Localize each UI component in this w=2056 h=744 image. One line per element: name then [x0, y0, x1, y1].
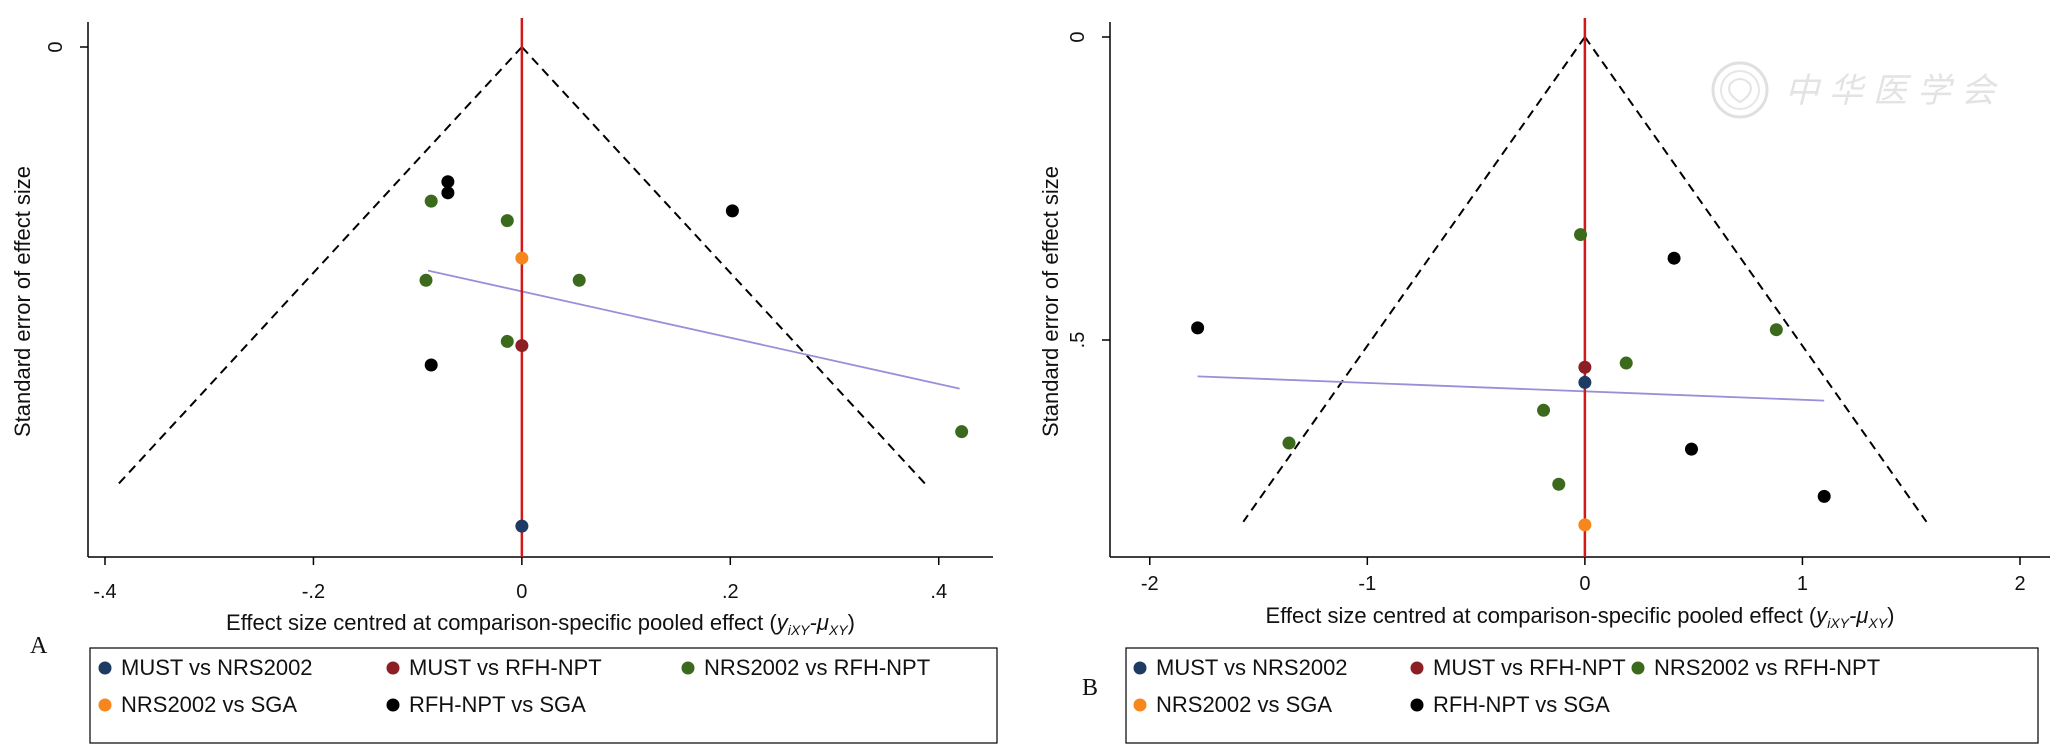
panel-b-legend-box [1125, 647, 2039, 744]
panel-a-x-tick-label: 0 [516, 581, 527, 603]
panel-a-x-axis-title: Effect size centred at comparison-specif… [226, 610, 855, 638]
watermark-text: 中华医学会 [1785, 73, 2005, 110]
panel-a-legend-box [89, 647, 998, 744]
panel-b-point-rfh-npt-vs-sga [1817, 489, 1831, 503]
panel-a-funnel-right-line [521, 46, 930, 488]
panel-a-legend-label-rfh-npt-vs-sga: RFH-NPT vs SGA [409, 692, 586, 717]
panel-b-point-nrs2002-vs-sga [1578, 518, 1592, 532]
panel-b-legend-label-nrs2002-vs-rfh-npt: NRS2002 vs RFH-NPT [1654, 655, 1880, 680]
panel-b-legend-label-rfh-npt-vs-sga: RFH-NPT vs SGA [1433, 692, 1610, 717]
panel-b-point-rfh-npt-vs-sga [1191, 321, 1205, 335]
panel-b-y-axis-title: Standard error of effect size [1038, 166, 1063, 437]
panel-b-y-tick-label: 0 [1067, 31, 1089, 42]
panel-b-legend-label-must-vs-nrs2002: MUST vs NRS2002 [1156, 655, 1348, 680]
panel-a-point-must-vs-rfh-npt [515, 339, 529, 353]
panel-b-x-tick-label: 2 [2014, 573, 2025, 595]
panel-a-legend-marker-rfh-npt-vs-sga [386, 698, 400, 712]
panel-b-legend-marker-nrs2002-vs-rfh-npt [1631, 661, 1645, 675]
panel-b-x-axis-title: Effect size centred at comparison-specif… [1266, 603, 1895, 631]
panel-a-funnel-plot: -.4 -.2 0 .2 .4 0 Standard error of effect siz… [10, 18, 998, 744]
panel-a-legend-marker-nrs2002-vs-sga [98, 698, 112, 712]
panel-b-legend-label-nrs2002-vs-sga: NRS2002 vs SGA [1156, 692, 1332, 717]
panel-b-point-nrs2002-vs-rfh-npt [1574, 228, 1588, 242]
panel-b-point-nrs2002-vs-rfh-npt [1282, 436, 1296, 450]
panel-b-regression-line [1197, 375, 1825, 402]
panel-b-funnel-right-line [1584, 36, 1928, 523]
panel-a-x-tick-label: -.4 [93, 581, 116, 603]
panel-b-x-tick-label: 0 [1579, 573, 1590, 595]
panel-a-regression-line [427, 269, 960, 390]
panel-a-point-nrs2002-vs-rfh-npt [419, 273, 433, 287]
panel-a-point-rfh-npt-vs-sga [725, 204, 739, 218]
panel-a-point-rfh-npt-vs-sga [441, 186, 455, 200]
panel-b-legend-label-must-vs-rfh-npt: MUST vs RFH-NPT [1433, 655, 1626, 680]
panel-a-point-nrs2002-vs-rfh-npt [572, 273, 586, 287]
panel-b-point-must-vs-rfh-npt [1578, 360, 1592, 374]
panel-a-panel-letter: A [30, 633, 48, 659]
panel-b-x-tick-label: -1 [1358, 573, 1376, 595]
panel-a-point-nrs2002-vs-rfh-npt [500, 214, 514, 228]
panel-b-funnel-left-line [1242, 36, 1586, 523]
panel-a-point-rfh-npt-vs-sga [424, 358, 438, 372]
panel-b-point-must-vs-nrs2002 [1578, 375, 1592, 389]
panel-b-point-nrs2002-vs-rfh-npt [1769, 323, 1783, 337]
panel-a-legend-label-nrs2002-vs-rfh-npt: NRS2002 vs RFH-NPT [704, 655, 930, 680]
panel-b-legend-marker-nrs2002-vs-sga [1133, 698, 1147, 712]
panel-b-x-tick-label: -2 [1141, 573, 1159, 595]
panel-a-legend-label-must-vs-nrs2002: MUST vs NRS2002 [121, 655, 313, 680]
panel-a-x-tick-label: .4 [930, 581, 947, 603]
panel-b-legend-marker-must-vs-rfh-npt [1410, 661, 1424, 675]
panel-a-legend-marker-must-vs-rfh-npt [386, 661, 400, 675]
panel-a-legend-marker-nrs2002-vs-rfh-npt [681, 661, 695, 675]
panel-b-x-tick-label: 1 [1797, 573, 1808, 595]
panel-a-point-must-vs-nrs2002 [515, 519, 529, 533]
panel-a-funnel-left-line [114, 46, 523, 488]
panel-a-x-tick-label: -.2 [302, 581, 325, 603]
panel-a-point-nrs2002-vs-rfh-npt [955, 425, 969, 439]
panel-b-point-nrs2002-vs-rfh-npt [1537, 403, 1551, 417]
panel-a-legend-marker-must-vs-nrs2002 [98, 661, 112, 675]
panel-b-point-nrs2002-vs-rfh-npt [1619, 356, 1633, 370]
panel-a-point-rfh-npt-vs-sga [441, 175, 455, 189]
panel-a-legend-label-nrs2002-vs-sga: NRS2002 vs SGA [121, 692, 297, 717]
panel-a-point-nrs2002-vs-sga [515, 251, 529, 265]
panel-a-legend-label-must-vs-rfh-npt: MUST vs RFH-NPT [409, 655, 602, 680]
panel-a-point-nrs2002-vs-rfh-npt [500, 334, 514, 348]
panel-b-legend-marker-rfh-npt-vs-sga [1410, 698, 1424, 712]
panel-a-point-nrs2002-vs-rfh-npt [424, 194, 438, 208]
panel-b-y-tick-label: .5 [1067, 332, 1089, 349]
panel-a-y-tick-label: 0 [45, 41, 67, 52]
panel-a-y-axis-title: Standard error of effect size [10, 166, 35, 437]
watermark-logo: 中华医学会 [1711, 61, 2005, 119]
panel-b-panel-letter: B [1082, 675, 1098, 701]
panel-b-point-nrs2002-vs-rfh-npt [1552, 477, 1566, 491]
panel-b-point-rfh-npt-vs-sga [1684, 442, 1698, 456]
panel-a-x-tick-label: .2 [722, 581, 739, 603]
panel-b-legend-marker-must-vs-nrs2002 [1133, 661, 1147, 675]
panel-b-point-rfh-npt-vs-sga [1667, 251, 1681, 265]
